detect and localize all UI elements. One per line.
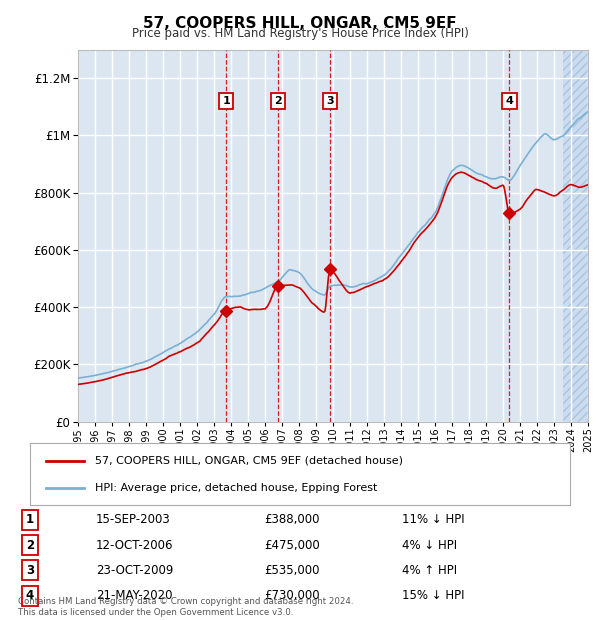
Text: 11% ↓ HPI: 11% ↓ HPI	[402, 513, 464, 526]
Text: 3: 3	[26, 564, 34, 577]
Text: 12-OCT-2006: 12-OCT-2006	[96, 539, 173, 552]
Text: Contains HM Land Registry data © Crown copyright and database right 2024.
This d: Contains HM Land Registry data © Crown c…	[18, 598, 353, 617]
Text: 15% ↓ HPI: 15% ↓ HPI	[402, 590, 464, 602]
Text: 15-SEP-2003: 15-SEP-2003	[96, 513, 171, 526]
Text: 4: 4	[506, 96, 514, 106]
Text: 1: 1	[222, 96, 230, 106]
Text: £730,000: £730,000	[264, 590, 320, 602]
Bar	[563, 50, 588, 422]
Bar	[563, 50, 588, 422]
Text: 4% ↓ HPI: 4% ↓ HPI	[402, 539, 457, 552]
Text: 3: 3	[326, 96, 334, 106]
Text: 2: 2	[26, 539, 34, 552]
Text: 2: 2	[274, 96, 282, 106]
Text: £475,000: £475,000	[264, 539, 320, 552]
Text: 21-MAY-2020: 21-MAY-2020	[96, 590, 173, 602]
Text: 4: 4	[26, 590, 34, 602]
Text: HPI: Average price, detached house, Epping Forest: HPI: Average price, detached house, Eppi…	[95, 483, 377, 493]
Text: 57, COOPERS HILL, ONGAR, CM5 9EF: 57, COOPERS HILL, ONGAR, CM5 9EF	[143, 16, 457, 30]
Text: £535,000: £535,000	[264, 564, 320, 577]
Text: 23-OCT-2009: 23-OCT-2009	[96, 564, 173, 577]
Text: 1: 1	[26, 513, 34, 526]
Text: 57, COOPERS HILL, ONGAR, CM5 9EF (detached house): 57, COOPERS HILL, ONGAR, CM5 9EF (detach…	[95, 456, 403, 466]
Text: £388,000: £388,000	[264, 513, 320, 526]
Text: 4% ↑ HPI: 4% ↑ HPI	[402, 564, 457, 577]
Text: Price paid vs. HM Land Registry's House Price Index (HPI): Price paid vs. HM Land Registry's House …	[131, 27, 469, 40]
